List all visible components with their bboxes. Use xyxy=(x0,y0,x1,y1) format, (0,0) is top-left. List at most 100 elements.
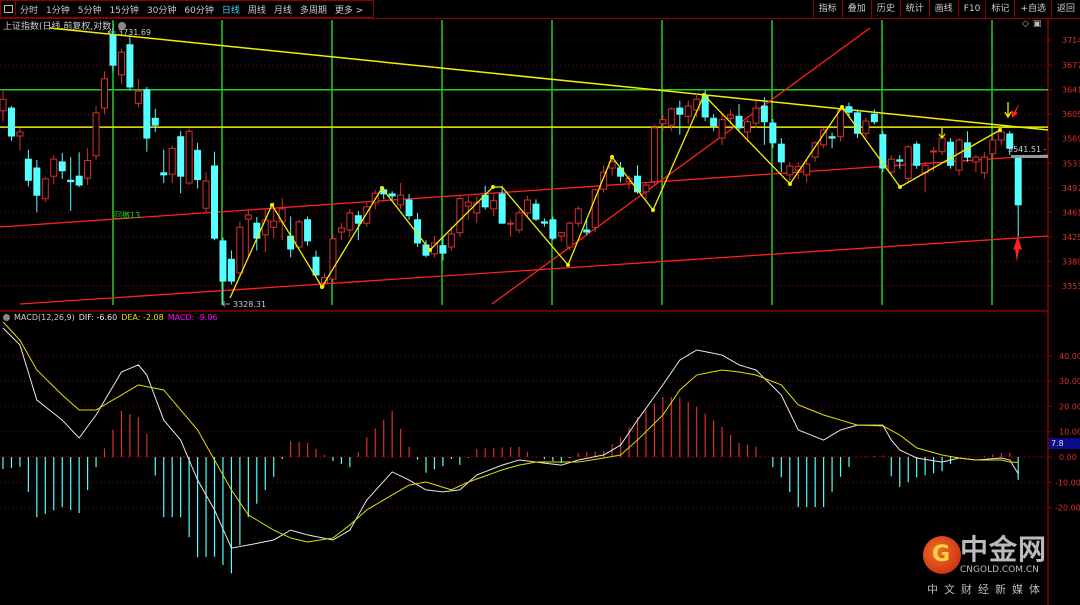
candle-body xyxy=(574,208,582,224)
toolbar-button-7[interactable]: +自选 xyxy=(1014,0,1051,18)
candle-body xyxy=(642,184,650,193)
tab-8[interactable]: 月线 xyxy=(273,5,292,16)
wave-arrowhead xyxy=(788,182,792,186)
candle xyxy=(304,216,312,246)
title-dropdown-icon[interactable] xyxy=(117,21,126,30)
candle-body xyxy=(913,143,921,166)
candle-body xyxy=(177,136,185,177)
tab-2[interactable]: 5分钟 xyxy=(77,5,102,16)
candle xyxy=(439,236,447,261)
toolbar-button-4[interactable]: 画线 xyxy=(928,0,958,18)
candle-body xyxy=(718,119,726,139)
candle-body xyxy=(524,199,532,214)
candle-body xyxy=(727,114,735,119)
candle-body xyxy=(735,115,743,129)
candle xyxy=(329,233,337,285)
candle xyxy=(583,219,591,235)
candle xyxy=(490,193,498,217)
candle-body xyxy=(134,90,142,104)
descending-trendline xyxy=(49,27,1049,131)
panel-toggle-button[interactable] xyxy=(1,2,16,16)
candle-body xyxy=(667,108,675,126)
yellow-down-arrow-icon xyxy=(938,128,946,139)
toolbar-button-0[interactable]: 指标 xyxy=(812,0,842,18)
tab-0[interactable]: 分时 xyxy=(20,5,39,16)
candle-body xyxy=(930,150,938,153)
candle-body xyxy=(566,222,574,248)
candle xyxy=(642,182,650,200)
candle xyxy=(464,195,472,220)
candle-body xyxy=(498,193,506,224)
candle xyxy=(337,223,345,241)
candle xyxy=(7,106,15,141)
wave-arrowhead xyxy=(428,248,432,252)
candle xyxy=(168,145,176,184)
candle-body xyxy=(862,120,870,134)
candle-body xyxy=(50,158,58,177)
candle-body xyxy=(75,175,83,186)
tab-1[interactable]: 1分钟 xyxy=(46,5,70,16)
last-price-label: 3541.51 - xyxy=(1008,145,1047,154)
macd-dropdown-icon[interactable] xyxy=(3,314,10,321)
candle-body xyxy=(676,107,684,115)
candle-body xyxy=(295,221,303,248)
tab-7[interactable]: 周线 xyxy=(247,5,266,16)
high-price-label: 3731.69 xyxy=(118,28,151,37)
price-tick-label: 3569 xyxy=(1062,135,1080,144)
candle-body xyxy=(473,202,481,214)
candle-body xyxy=(202,180,210,209)
candle xyxy=(194,142,202,189)
candle-body xyxy=(261,219,269,236)
toolbar-button-2[interactable]: 历史 xyxy=(870,0,900,18)
candle-body xyxy=(591,189,599,228)
tab-4[interactable]: 30分钟 xyxy=(146,5,177,16)
candle-body xyxy=(532,203,540,220)
candle-body xyxy=(439,245,447,254)
candle-body xyxy=(397,194,405,206)
candle-body xyxy=(769,122,777,144)
candle xyxy=(143,86,151,152)
candle xyxy=(963,131,971,162)
toolbar-button-5[interactable]: F10 xyxy=(957,0,986,18)
diamond-icon[interactable]: ◇ xyxy=(1022,19,1029,29)
high-marker-icon xyxy=(107,29,116,35)
candle xyxy=(650,124,658,186)
candle-body xyxy=(329,238,337,280)
candle xyxy=(430,236,438,258)
price-tick-label: 3714 xyxy=(1062,36,1080,45)
candle xyxy=(769,118,777,149)
candle-body xyxy=(549,219,557,239)
toolbar-button-3[interactable]: 统计 xyxy=(899,0,929,18)
toolbar-button-6[interactable]: 标记 xyxy=(985,0,1014,18)
candle xyxy=(752,100,760,128)
candle xyxy=(185,128,193,186)
toolbar-button-8[interactable]: 返回 xyxy=(1050,0,1080,18)
candle-body xyxy=(194,149,202,181)
candle xyxy=(84,148,92,186)
candle xyxy=(566,221,574,251)
candle xyxy=(507,219,515,237)
candle-body xyxy=(456,198,464,234)
toolbar-button-1[interactable]: 叠加 xyxy=(841,0,871,18)
candle xyxy=(896,155,904,169)
tab-5[interactable]: 60分钟 xyxy=(184,5,214,16)
candle xyxy=(904,144,912,183)
tab-3[interactable]: 15分钟 xyxy=(109,5,139,16)
candle xyxy=(862,117,870,139)
candle xyxy=(972,155,980,173)
candle xyxy=(92,106,100,160)
tab-9[interactable]: 多周期 xyxy=(299,5,327,16)
tab-6[interactable]: 日线 xyxy=(221,5,240,16)
price-tick-label: 3389 xyxy=(1062,257,1080,266)
tab-10[interactable]: 更多 > xyxy=(334,5,364,16)
candle-body xyxy=(101,78,109,109)
candle-body xyxy=(743,121,751,133)
candle xyxy=(1014,155,1022,237)
window-icon[interactable]: ▣ xyxy=(1032,19,1042,29)
candle-body xyxy=(600,171,608,190)
dea-value: DEA: -2.08 xyxy=(121,313,164,322)
candle-body xyxy=(337,227,345,233)
candle xyxy=(777,138,785,173)
candle-body xyxy=(507,222,515,225)
